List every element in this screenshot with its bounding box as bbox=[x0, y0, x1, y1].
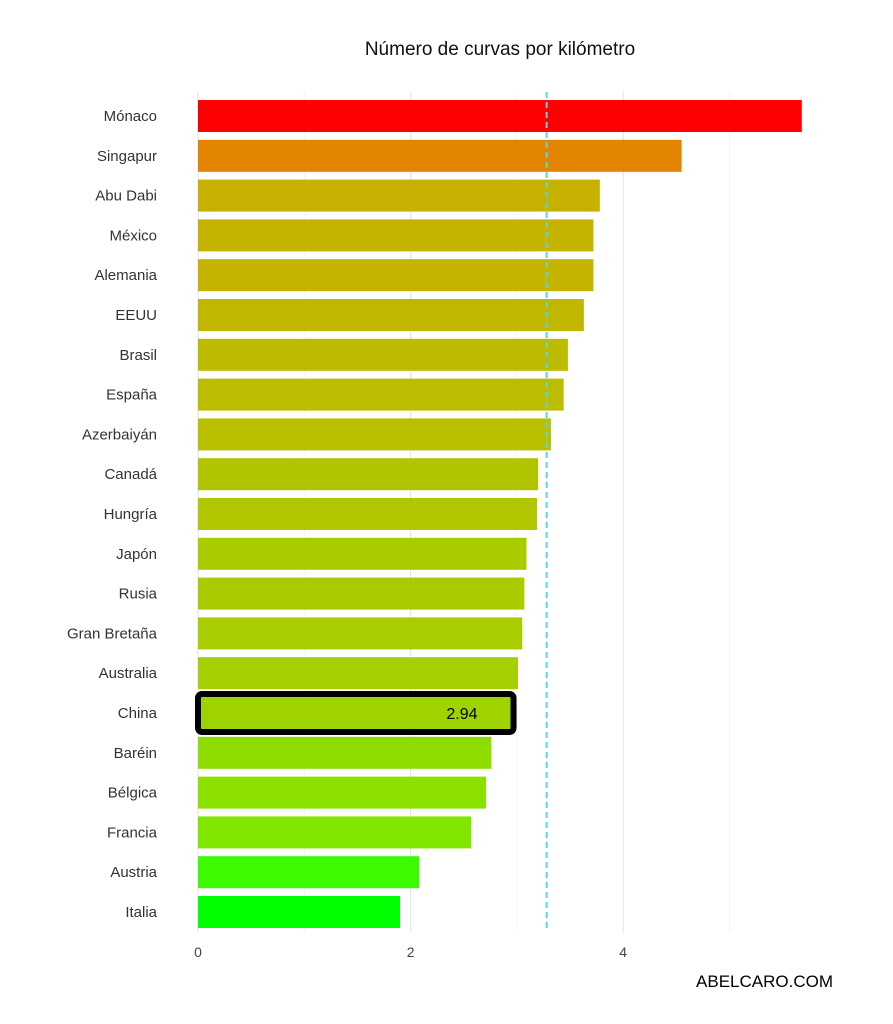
bar bbox=[198, 657, 518, 690]
bar bbox=[198, 338, 568, 371]
y-axis-label: Gran Bretaña bbox=[67, 625, 158, 642]
bar bbox=[198, 418, 551, 451]
y-axis-label: México bbox=[109, 227, 157, 244]
bar bbox=[198, 577, 525, 610]
bar bbox=[198, 537, 527, 570]
y-axis-label: Singapur bbox=[97, 148, 157, 165]
annotations: 2.94 bbox=[195, 92, 548, 932]
y-axis-label: Hungría bbox=[104, 506, 158, 523]
x-tick-label: 4 bbox=[619, 944, 627, 960]
bar bbox=[198, 776, 487, 809]
y-axis-label: Brasil bbox=[119, 347, 157, 364]
y-axis-label: Austria bbox=[110, 864, 157, 881]
bar bbox=[198, 896, 400, 928]
bar bbox=[198, 856, 420, 889]
y-axis-label: Rusia bbox=[119, 586, 158, 603]
bar bbox=[198, 736, 492, 769]
y-axis-label: Baréin bbox=[114, 745, 157, 762]
y-axis-label: Alemania bbox=[94, 267, 157, 284]
y-axis-label: España bbox=[106, 387, 158, 404]
y-axis-label: Australia bbox=[99, 665, 158, 682]
x-axis-ticks: 0 2 4 bbox=[194, 944, 627, 960]
bar bbox=[198, 617, 523, 650]
y-axis-label: Azerbaiyán bbox=[82, 426, 157, 443]
y-axis-label: Japón bbox=[116, 546, 157, 563]
bar bbox=[198, 100, 802, 132]
y-axis-label: Canadá bbox=[104, 466, 157, 483]
y-axis-label: Italia bbox=[125, 904, 157, 921]
bar bbox=[198, 179, 600, 212]
source-credit: ABELCARO.COM bbox=[696, 972, 833, 991]
y-axis-label: Mónaco bbox=[104, 108, 157, 125]
bar bbox=[198, 259, 594, 292]
highlight-box bbox=[195, 691, 517, 735]
y-axis-label: Bélgica bbox=[108, 785, 158, 802]
x-tick-label: 0 bbox=[194, 944, 202, 960]
bar bbox=[198, 458, 539, 491]
bar bbox=[198, 299, 584, 331]
bar bbox=[198, 219, 594, 252]
y-axis-label: China bbox=[118, 705, 158, 722]
chart-title: Número de curvas por kilómetro bbox=[365, 39, 635, 60]
bar bbox=[198, 498, 538, 530]
bar bbox=[198, 697, 511, 729]
y-axis-labels: Mónaco Singapur Abu Dabi México Alemania EEUU… bbox=[67, 108, 158, 921]
bar bbox=[198, 378, 564, 411]
y-axis-label: Abu Dabi bbox=[95, 188, 157, 205]
y-axis-label: EEUU bbox=[115, 307, 157, 324]
bar bbox=[198, 816, 472, 849]
bar bbox=[198, 139, 682, 172]
data-label: 2.94 bbox=[446, 706, 477, 723]
x-tick-label: 2 bbox=[407, 944, 415, 960]
y-axis-label: Francia bbox=[107, 824, 158, 841]
bars bbox=[198, 100, 802, 928]
